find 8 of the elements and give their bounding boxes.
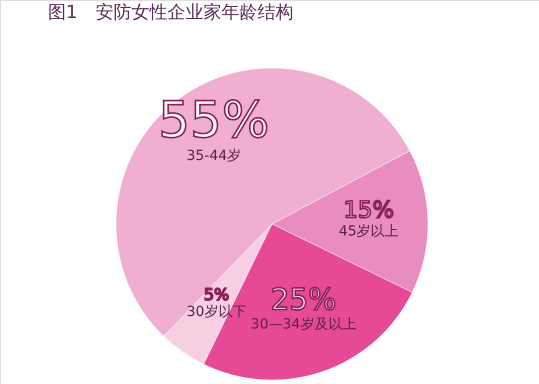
data-label: 5%: [204, 285, 230, 304]
data-label: 15%: [343, 197, 394, 224]
slice-label: 30—34岁及以上: [250, 316, 356, 332]
slice-label: 35-44岁: [186, 148, 242, 164]
chart-title: 图1 安防女性企业家年龄结构: [48, 2, 294, 23]
data-label: 25%: [270, 282, 336, 316]
data-label: 55%: [158, 90, 270, 149]
slice-label: 45岁以上: [338, 223, 399, 240]
